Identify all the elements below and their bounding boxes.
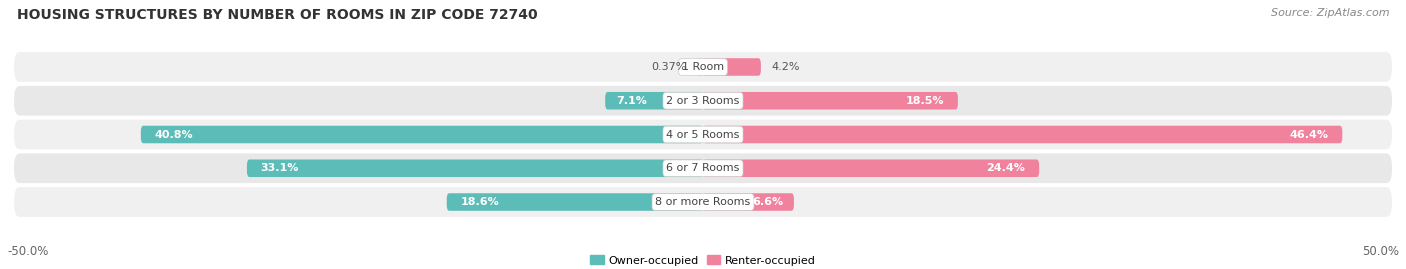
Text: 46.4%: 46.4% [1289, 129, 1329, 140]
FancyBboxPatch shape [14, 153, 1392, 183]
FancyBboxPatch shape [447, 193, 703, 211]
FancyBboxPatch shape [697, 58, 703, 76]
Legend: Owner-occupied, Renter-occupied: Owner-occupied, Renter-occupied [586, 251, 820, 269]
Text: -50.0%: -50.0% [7, 245, 48, 258]
Text: 7.1%: 7.1% [616, 96, 647, 106]
FancyBboxPatch shape [14, 120, 1392, 149]
Text: HOUSING STRUCTURES BY NUMBER OF ROOMS IN ZIP CODE 72740: HOUSING STRUCTURES BY NUMBER OF ROOMS IN… [17, 8, 537, 22]
Text: 6 or 7 Rooms: 6 or 7 Rooms [666, 163, 740, 173]
Text: 1 Room: 1 Room [682, 62, 724, 72]
FancyBboxPatch shape [247, 160, 703, 177]
FancyBboxPatch shape [703, 193, 794, 211]
Text: 4 or 5 Rooms: 4 or 5 Rooms [666, 129, 740, 140]
FancyBboxPatch shape [703, 92, 957, 109]
FancyBboxPatch shape [141, 126, 703, 143]
Text: 0.37%: 0.37% [651, 62, 688, 72]
FancyBboxPatch shape [703, 126, 1343, 143]
Text: 2 or 3 Rooms: 2 or 3 Rooms [666, 96, 740, 106]
Text: 24.4%: 24.4% [987, 163, 1025, 173]
Text: 18.6%: 18.6% [461, 197, 499, 207]
FancyBboxPatch shape [14, 187, 1392, 217]
FancyBboxPatch shape [14, 52, 1392, 82]
Text: 40.8%: 40.8% [155, 129, 193, 140]
FancyBboxPatch shape [703, 58, 761, 76]
Text: 33.1%: 33.1% [260, 163, 299, 173]
Text: 8 or more Rooms: 8 or more Rooms [655, 197, 751, 207]
FancyBboxPatch shape [605, 92, 703, 109]
FancyBboxPatch shape [703, 160, 1039, 177]
Text: 6.6%: 6.6% [752, 197, 783, 207]
Text: 18.5%: 18.5% [905, 96, 945, 106]
Text: 50.0%: 50.0% [1362, 245, 1399, 258]
Text: 4.2%: 4.2% [772, 62, 800, 72]
FancyBboxPatch shape [14, 86, 1392, 116]
Text: Source: ZipAtlas.com: Source: ZipAtlas.com [1271, 8, 1389, 18]
